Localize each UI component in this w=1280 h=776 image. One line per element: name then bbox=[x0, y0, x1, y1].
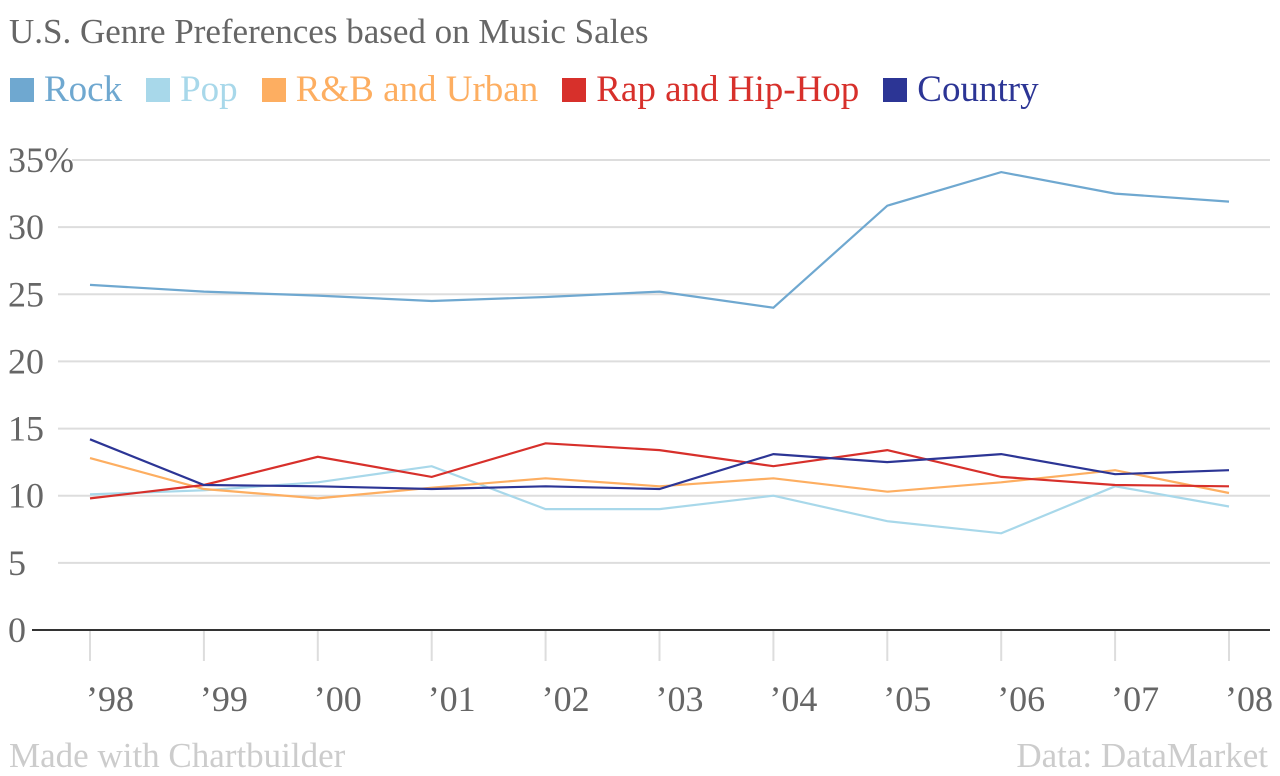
y-tick-label: 20 bbox=[8, 341, 44, 381]
legend-swatch bbox=[261, 77, 286, 102]
legend-label: R&B and Urban bbox=[295, 69, 539, 110]
legend-item[interactable]: Rap and Hip-Hop bbox=[562, 68, 859, 111]
gridlines: 0 5 10 15 20 25 30 35% bbox=[8, 140, 74, 650]
x-tick-label: ’98 bbox=[86, 679, 134, 719]
legend-swatch bbox=[10, 77, 34, 102]
legend-swatch bbox=[146, 77, 171, 102]
series-line-r-b-and-urban bbox=[89, 457, 1230, 500]
x-tick-label: ’06 bbox=[997, 679, 1045, 719]
series-lines bbox=[89, 170, 1230, 535]
series-line-country bbox=[89, 438, 1230, 491]
chart-title: U.S. Genre Preferences based on Music Sa… bbox=[9, 12, 649, 51]
x-tick-label: ’07 bbox=[1111, 679, 1159, 719]
y-tick-label: 25 bbox=[8, 274, 44, 314]
series-line-rap-and-hip-hop bbox=[89, 442, 1230, 500]
y-axis-ticks bbox=[32, 159, 1270, 631]
legend-item[interactable]: Country bbox=[883, 68, 1039, 111]
x-tick-label: ’01 bbox=[428, 679, 476, 719]
legend-swatch bbox=[562, 77, 587, 102]
legend-label: Country bbox=[917, 69, 1039, 110]
x-tick-label: ’00 bbox=[314, 679, 362, 719]
legend-label: Pop bbox=[180, 69, 238, 110]
x-tick-label: ’04 bbox=[769, 679, 817, 719]
legend-swatch bbox=[883, 77, 908, 102]
x-axis-ticks: ’98 ’99 ’00 ’01 ’02 ’03 ’04 ’05 ’06 ’07 ’08 bbox=[86, 631, 1273, 719]
y-tick-label: 35% bbox=[8, 140, 74, 180]
y-tick-label: 5 bbox=[8, 543, 26, 583]
x-tick-label: ’03 bbox=[656, 679, 704, 719]
legend-label: Rock bbox=[44, 69, 123, 110]
legend: Rock Pop R&B and Urban Rap and Hip-Hop Count… bbox=[10, 68, 1063, 111]
series-line-rock bbox=[89, 170, 1230, 309]
y-tick-label: 15 bbox=[8, 409, 44, 449]
y-tick-label: 30 bbox=[8, 207, 44, 247]
legend-label: Rap and Hip-Hop bbox=[596, 69, 860, 110]
legend-item[interactable]: R&B and Urban bbox=[261, 68, 539, 111]
data-source: Data: DataMarket bbox=[1016, 736, 1268, 775]
x-tick-label: ’02 bbox=[542, 679, 590, 719]
y-tick-label: 10 bbox=[8, 476, 44, 516]
legend-item[interactable]: Pop bbox=[146, 68, 238, 111]
legend-item[interactable]: Rock bbox=[10, 68, 122, 111]
x-tick-label: ’99 bbox=[200, 679, 248, 719]
x-tick-label: ’08 bbox=[1225, 679, 1273, 719]
x-tick-label: ’05 bbox=[883, 679, 931, 719]
chartbuilder-credit: Made with Chartbuilder bbox=[9, 736, 346, 775]
y-tick-label: 0 bbox=[8, 610, 26, 650]
